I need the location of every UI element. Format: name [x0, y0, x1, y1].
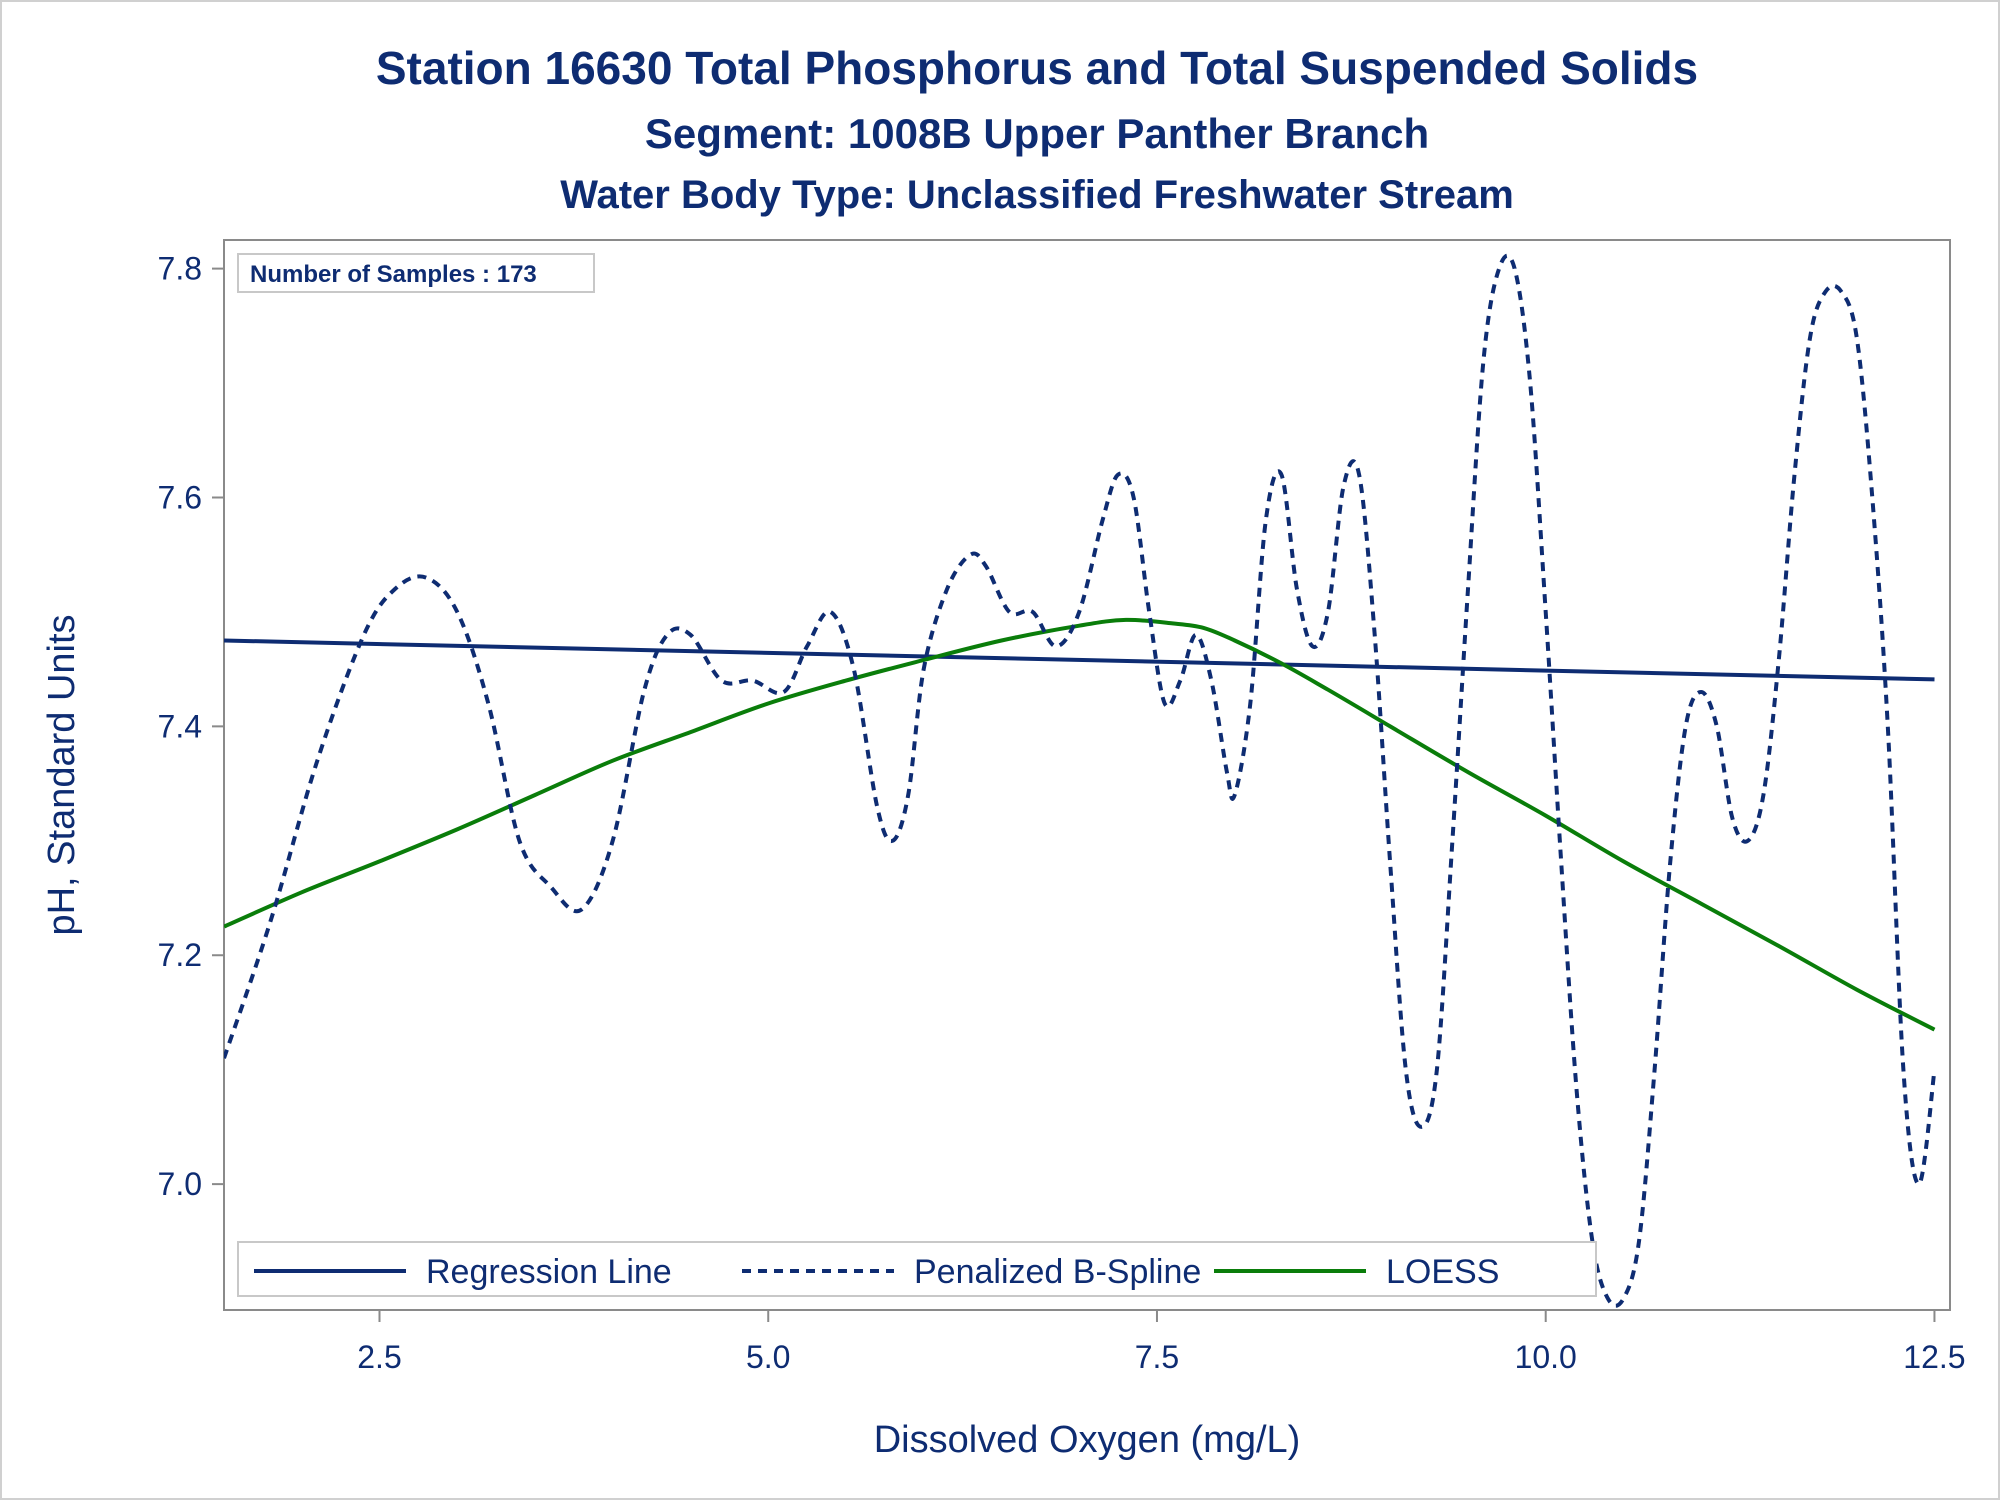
y-tick-label: 7.8: [158, 251, 202, 287]
series-penalized-b-spline-line: [224, 253, 1937, 1308]
y-tick-label: 7.6: [158, 479, 202, 515]
x-tick-label: 10.0: [1515, 1339, 1577, 1375]
legend: Regression Line Penalized B-Spline LOESS: [237, 1241, 1597, 1297]
chart-subtitle-water-body: Water Body Type: Unclassified Freshwater…: [560, 173, 1514, 217]
legend-label: LOESS: [1386, 1253, 1499, 1291]
y-tick-label: 7.4: [158, 708, 202, 744]
y-tick-label: 7.2: [158, 937, 202, 973]
legend-label: Regression Line: [426, 1253, 672, 1291]
series-loess-line: [224, 617, 1936, 1032]
y-tick-label: 7.0: [158, 1166, 202, 1202]
y-axis: 7.0 7.2 7.4 7.6 7.8: [158, 251, 224, 1202]
legend-label: Penalized B-Spline: [914, 1253, 1201, 1291]
x-tick-label: 5.0: [746, 1339, 790, 1375]
x-axis: 2.5 5.0 7.5 10.0 12.5: [357, 1310, 1966, 1375]
plot-area: [223, 239, 1951, 1311]
x-tick-label: 12.5: [1903, 1339, 1965, 1375]
chart-title: Station 16630 Total Phosphorus and Total…: [376, 42, 1698, 94]
chart-subtitle-segment: Segment: 1008B Upper Panther Branch: [645, 110, 1429, 157]
x-tick-label: 2.5: [357, 1339, 401, 1375]
sample-count-text: Number of Samples : 173: [250, 261, 537, 288]
sample-count-inset: Number of Samples : 173: [237, 253, 595, 293]
series-regression-line-line: [224, 638, 1935, 682]
series-layer: [224, 253, 1937, 1308]
legend-box: [237, 1241, 1597, 1297]
x-axis-label: Dissolved Oxygen (mg/L): [874, 1419, 1301, 1461]
x-tick-label: 7.5: [1135, 1339, 1179, 1375]
y-axis-label: pH, Standard Units: [41, 614, 83, 935]
sample-count-box: [237, 253, 595, 293]
